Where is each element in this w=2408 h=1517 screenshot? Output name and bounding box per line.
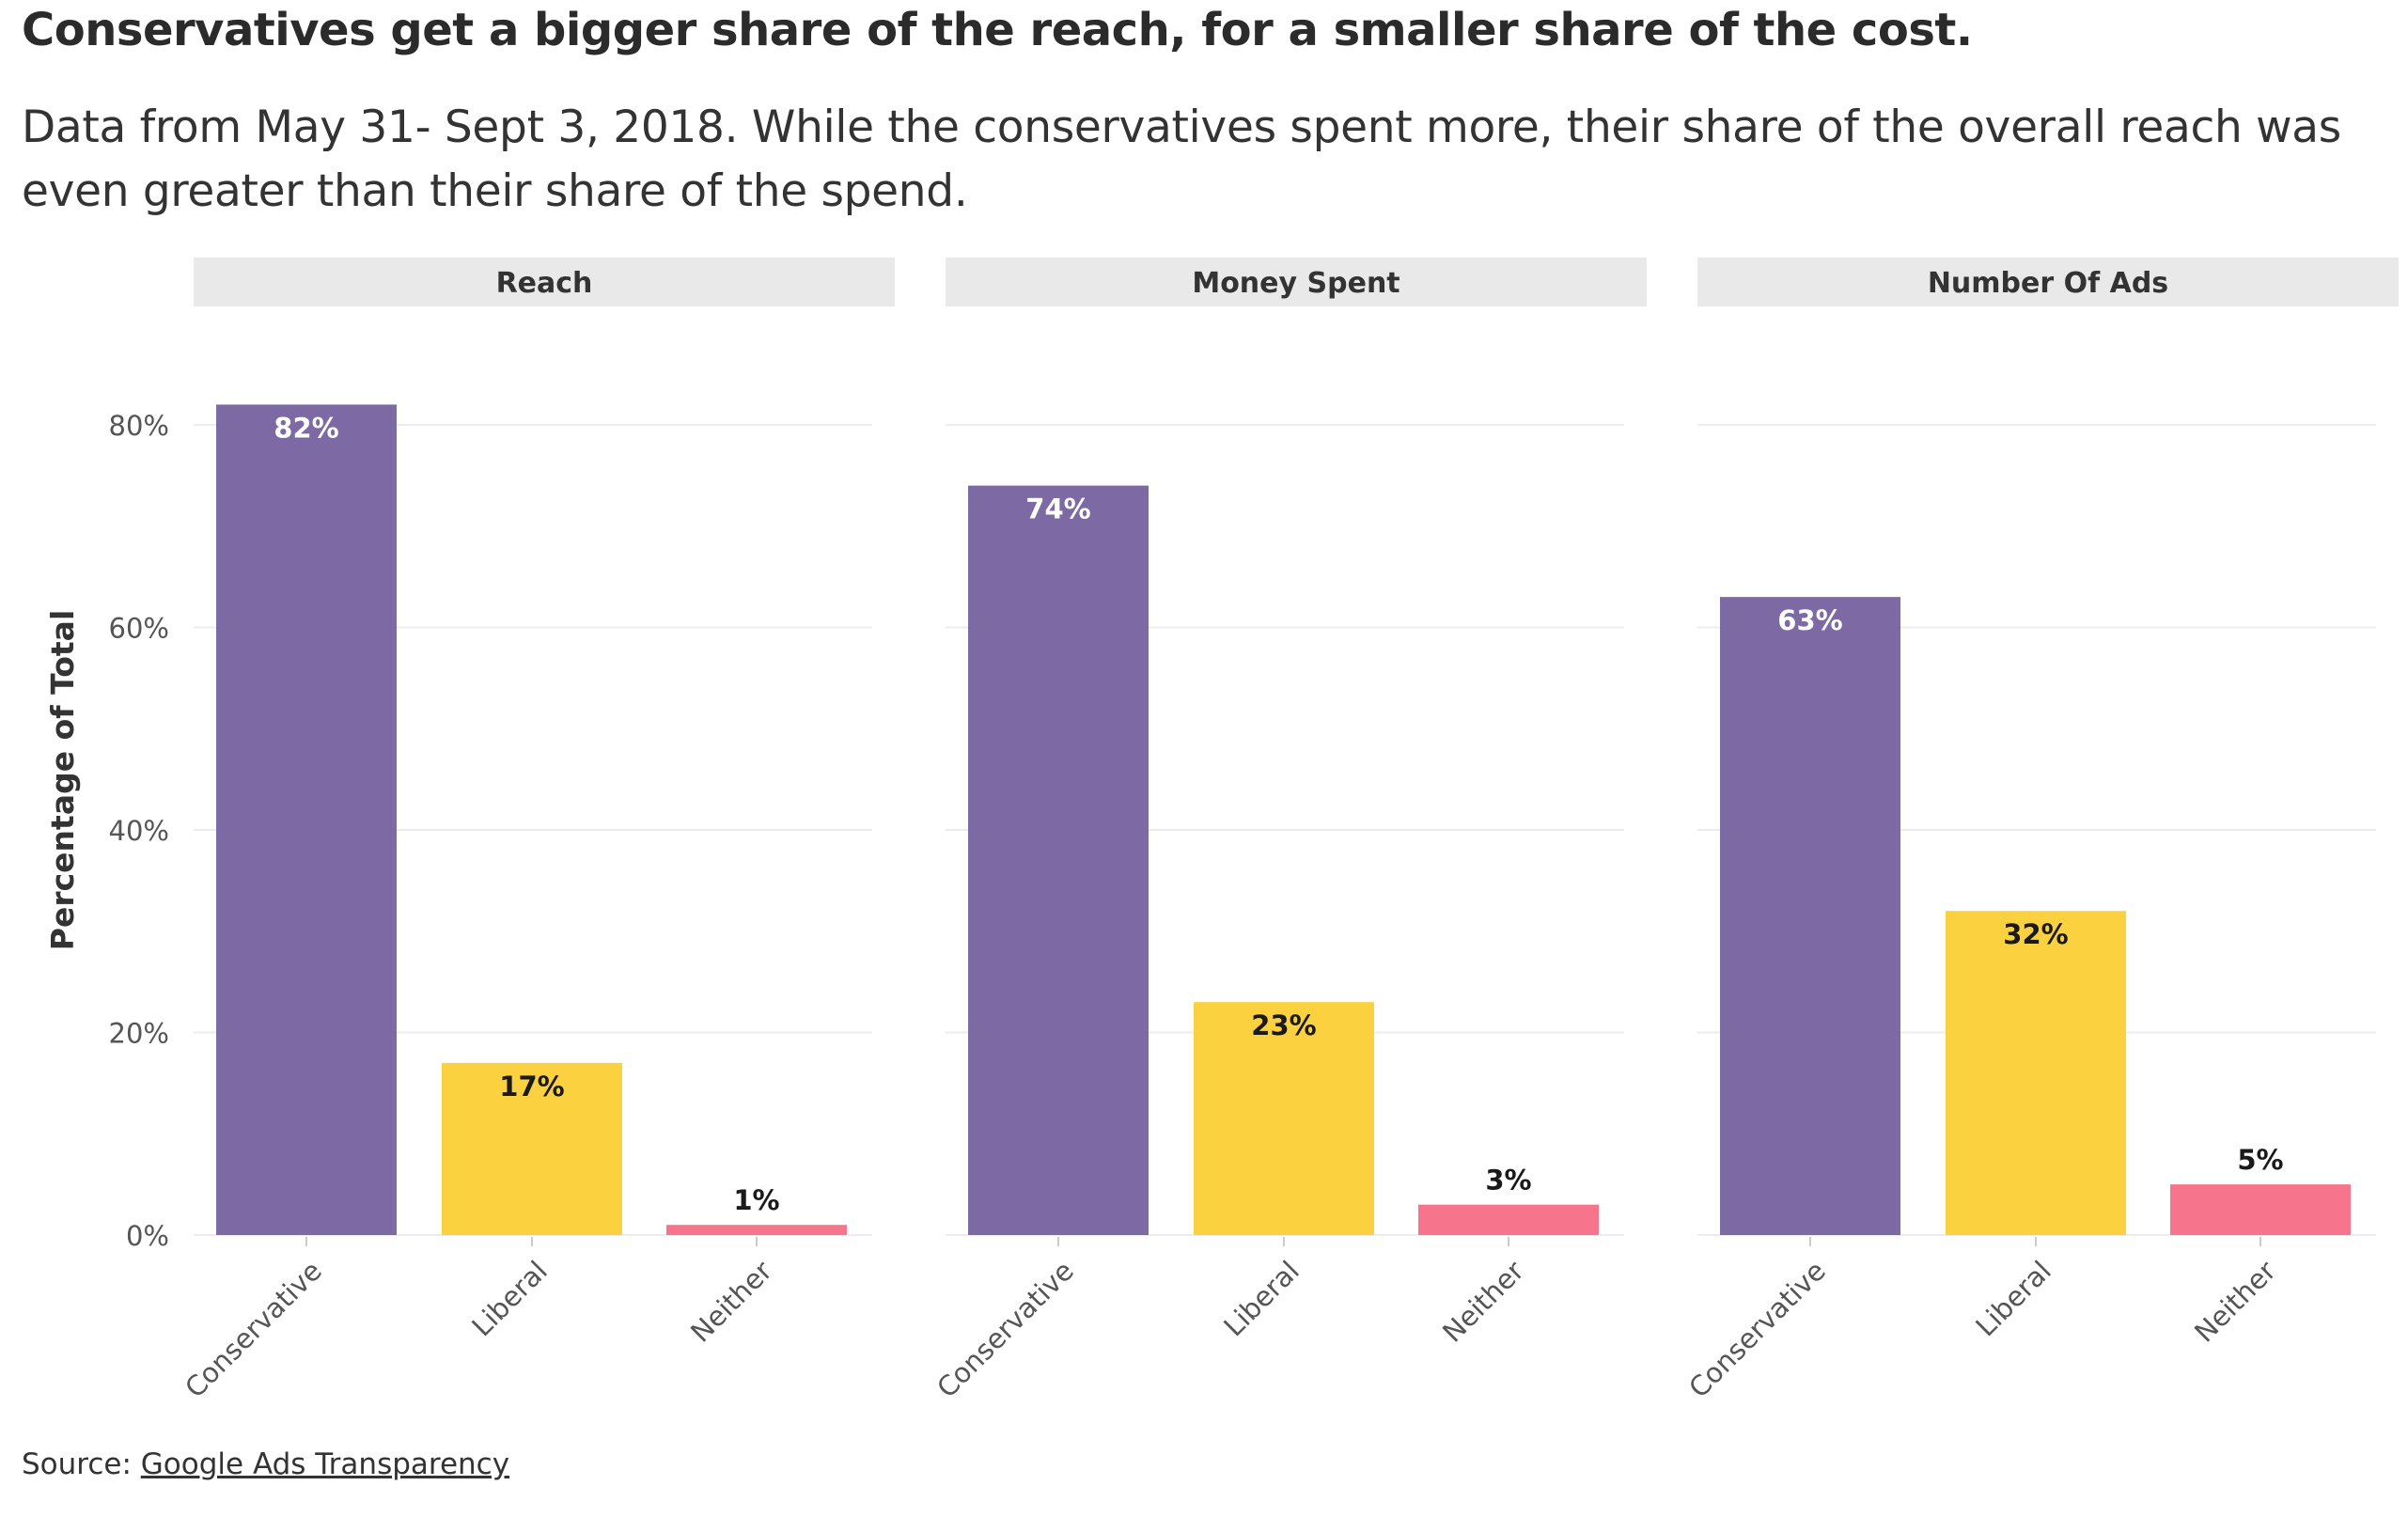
- bar-conservative: [216, 404, 397, 1235]
- facet-strip: [1697, 258, 2399, 306]
- facet-strip: [946, 258, 1647, 306]
- x-tick-label: Neither: [1436, 1255, 1530, 1349]
- faceted-bar-chart: Percentage of Total 0% 20% 40% 60% 80% Reach 82…: [44, 258, 2399, 1404]
- y-axis-title: Percentage of Total: [44, 610, 81, 950]
- data-label: 82%: [274, 412, 338, 444]
- data-label: 74%: [1025, 493, 1090, 525]
- x-tick-label: Liberal: [1217, 1255, 1305, 1342]
- bar-neither: [1418, 1204, 1599, 1235]
- data-label: 5%: [2237, 1144, 2283, 1176]
- facet-label: Money Spent: [1192, 267, 1399, 300]
- bar-neither: [2170, 1184, 2351, 1235]
- chart-title: Conservatives get a bigger share of the …: [22, 4, 1973, 56]
- data-label: 17%: [499, 1071, 564, 1103]
- facet-strip: [194, 258, 895, 306]
- bar-liberal: [442, 1062, 622, 1235]
- data-label: 1%: [733, 1184, 779, 1216]
- chart-subtitle: Data from May 31- Sept 3, 2018. While th…: [22, 102, 2341, 217]
- source-note: Source: Google Ads Transparency: [22, 1447, 509, 1481]
- bar-neither: [666, 1225, 847, 1235]
- source-prefix: Source:: [22, 1447, 132, 1481]
- bar-liberal: [1194, 1002, 1374, 1235]
- y-tick-label: 20%: [109, 1018, 169, 1050]
- y-tick-label: 40%: [109, 815, 169, 847]
- x-tick-label: Conservative: [179, 1255, 328, 1404]
- y-tick-label: 80%: [109, 410, 169, 442]
- x-tick-label: Neither: [684, 1255, 778, 1349]
- y-tick-label: 0%: [126, 1220, 169, 1252]
- data-label: 32%: [2003, 918, 2068, 950]
- x-tick-label: Liberal: [465, 1255, 553, 1342]
- y-tick-label: 60%: [109, 613, 169, 645]
- x-tick-label: Liberal: [1969, 1255, 2056, 1342]
- bar-conservative: [968, 485, 1149, 1235]
- facet-label: Number Of Ads: [1928, 267, 2168, 300]
- source-link[interactable]: Google Ads Transparency: [140, 1447, 510, 1481]
- x-tick-label: Neither: [2188, 1255, 2282, 1349]
- x-tick-label: Conservative: [1682, 1255, 1832, 1404]
- bar-conservative: [1720, 597, 1900, 1235]
- data-label: 23%: [1251, 1009, 1316, 1041]
- bar-liberal: [1946, 911, 2126, 1235]
- data-label: 3%: [1485, 1165, 1531, 1196]
- x-tick-label: Conservative: [930, 1255, 1080, 1404]
- data-label: 63%: [1777, 604, 1842, 636]
- facet-label: Reach: [496, 267, 593, 300]
